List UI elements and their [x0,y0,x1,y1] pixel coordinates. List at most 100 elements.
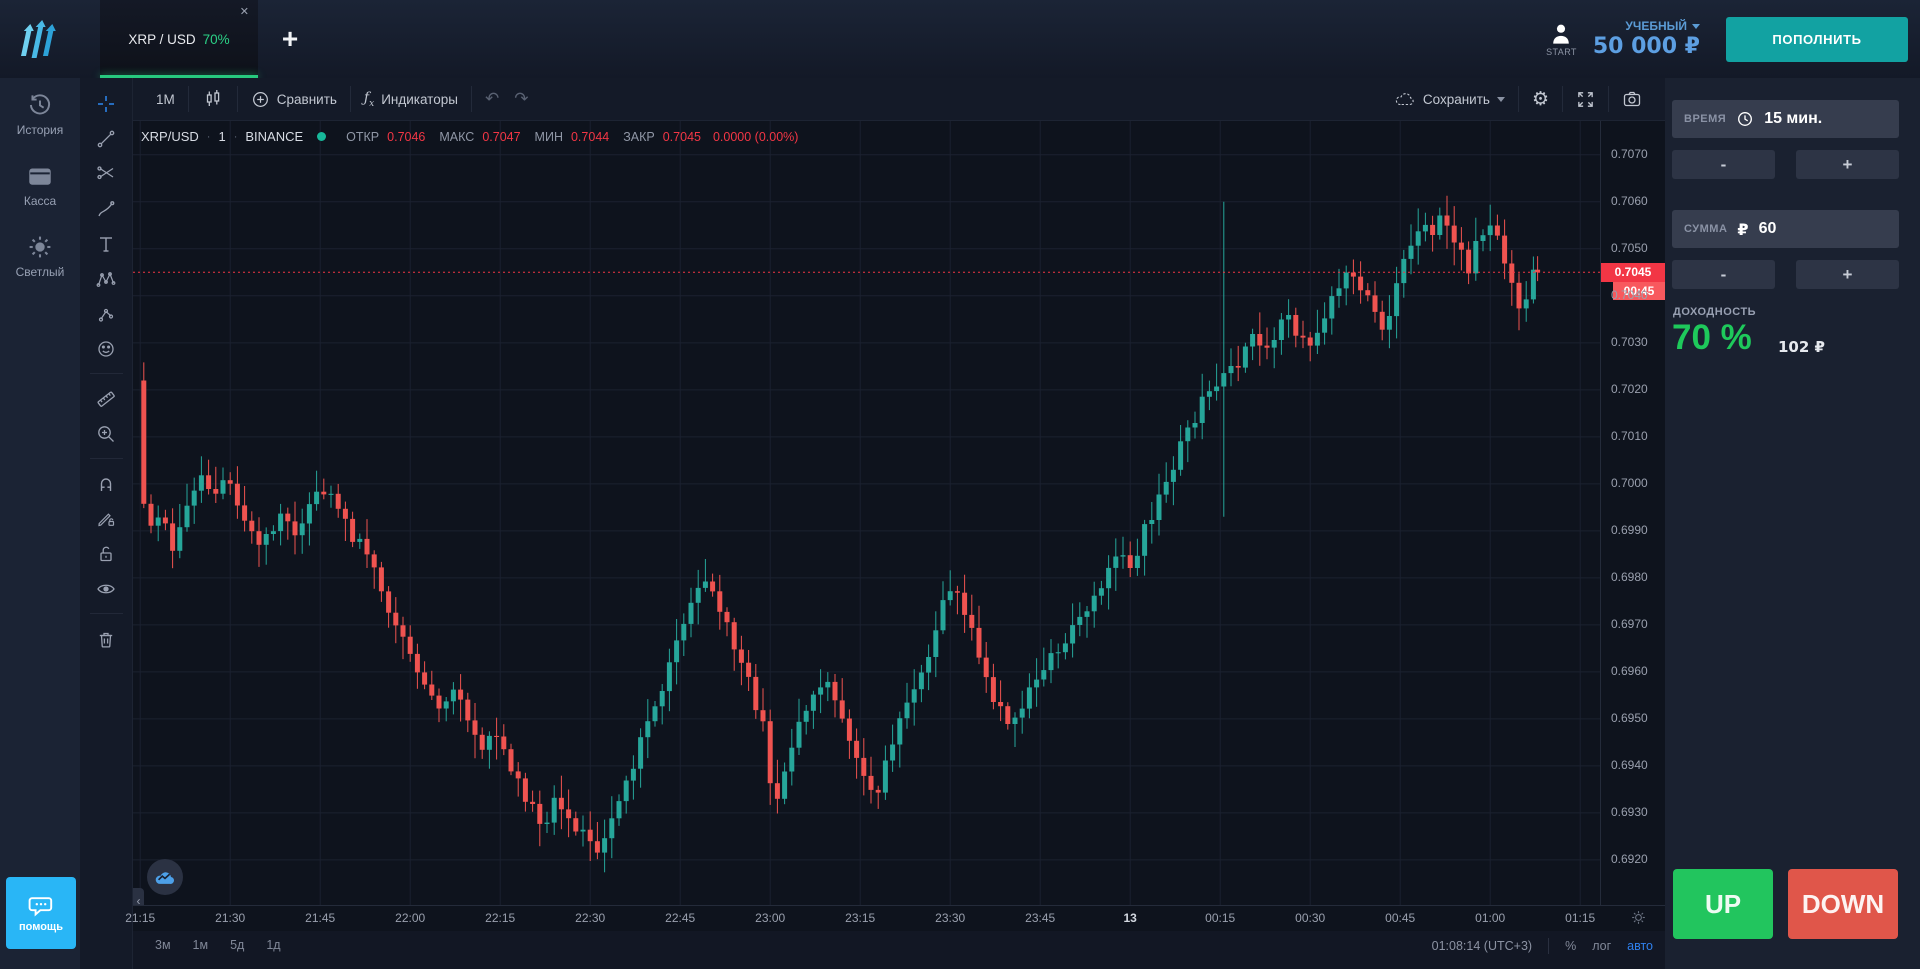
range-button-3m[interactable]: 3м [155,938,171,952]
tab-payout: 70% [202,31,230,47]
price-tick-label: 0.7030 [1611,334,1648,349]
screenshot-button[interactable] [1609,85,1655,113]
scale-log-button[interactable]: лог [1592,939,1612,953]
toolbar-divider [1608,86,1609,112]
range-button-5d[interactable]: 5д [230,938,245,952]
redo-button[interactable]: ↷ [514,89,529,109]
tool-xabcd-pattern[interactable] [88,261,124,296]
legend-high-value: 0.7047 [482,129,521,144]
price-tick-label: 0.7010 [1611,428,1648,443]
collapse-panel-handle[interactable]: ‹ [133,888,144,905]
tab-active-underline [100,75,258,78]
chart-type-button[interactable] [147,859,183,895]
time-tick-label: 23:45 [1025,911,1056,925]
interval-button[interactable]: 1М [156,91,175,107]
tool-zoom-in[interactable] [88,416,124,451]
tool-remove-drawings[interactable] [88,621,124,656]
toolbar-divider [1562,86,1563,112]
app-logo[interactable] [0,0,82,78]
range-button-1d[interactable]: 1д [266,938,281,952]
time-tick-label: 22:30 [575,911,606,925]
amount-minus-button[interactable]: - [1672,260,1775,289]
chart-area[interactable]: XRP/USD · 1 · BINANCE ОТКР 0.7046 МАКС 0… [133,121,1600,905]
tool-eye[interactable] [88,571,124,606]
time-field[interactable]: ВРЕМЯ 15 мин. [1672,100,1899,138]
axis-settings-icon[interactable] [1630,909,1647,926]
time-tick-label: 00:45 [1385,911,1416,925]
market-status-icon [317,132,327,141]
save-layout-button[interactable]: Сохранить [1381,85,1518,113]
indicators-button[interactable]: ƒx Индикаторы [351,85,471,113]
tool-unlock[interactable] [88,536,124,571]
time-tick-label: 00:15 [1205,911,1236,925]
time-tick-label: 21:15 [125,911,156,925]
account-type-label: УЧЕБНЫЙ [1625,19,1687,33]
cloud-chart-icon [155,871,175,884]
chevron-down-icon [1496,96,1505,102]
amount-plus-button[interactable]: + [1796,260,1899,289]
chevron-down-icon [1692,23,1700,29]
sidebar-item-cashier[interactable]: Касса [0,149,80,220]
sidebar-item-label: Светлый [15,265,65,279]
time-plus-button[interactable]: + [1796,150,1899,179]
scale-percent-button[interactable]: % [1565,939,1577,953]
down-button[interactable]: DOWN [1788,869,1898,939]
tool-fib-pattern[interactable] [88,156,124,191]
deposit-button[interactable]: ПОПОЛНИТЬ [1726,16,1908,62]
chart-style-button[interactable] [189,85,237,113]
toolbar-divider [89,613,123,614]
range-button-1m[interactable]: 1м [192,938,209,952]
legend-low-label: МИН [534,129,563,144]
help-button[interactable]: помощь [6,877,76,949]
chart-toolbar-right: Сохранить ⚙ [1381,85,1655,113]
time-tick-label: 23:30 [935,911,966,925]
time-tick-label: 22:45 [665,911,696,925]
new-tab-button[interactable]: + [281,23,299,54]
legend-close-value: 0.7045 [662,129,701,144]
asset-tab[interactable]: XRP / USD 70% ✕ [100,0,258,78]
tab-close-icon[interactable]: ✕ [239,6,249,18]
time-minus-button[interactable]: - [1672,150,1775,179]
candles-style-icon [206,90,220,106]
toolbar-divider [187,86,189,112]
tool-ruler[interactable] [88,381,124,416]
price-tick-label: 0.7060 [1611,193,1648,208]
amount-field[interactable]: СУММА ₽ 60 [1672,210,1899,248]
account-avatar[interactable]: START [1546,22,1577,57]
legend-open-label: ОТКР [346,129,380,144]
up-button[interactable]: UP [1673,869,1773,939]
tool-brush[interactable] [88,191,124,226]
scale-auto-button[interactable]: авто [1627,939,1653,953]
tool-crosshair[interactable] [88,86,124,121]
legend-separator: · [233,130,238,143]
app-sidebar: История Касса Светлый [0,78,80,969]
sidebar-item-label: Касса [23,194,57,208]
legend-close-label: ЗАКР [623,129,655,144]
compare-button[interactable]: Сравнить [238,85,350,113]
time-tick-label: 22:15 [485,911,516,925]
tool-emoji[interactable] [88,331,124,366]
sidebar-item-theme[interactable]: Светлый [0,220,80,291]
price-axis[interactable]: 0.7045 00:45 0.7070 0.7060 0.7050 0.7040 0.7… [1600,121,1665,905]
tool-text[interactable] [88,226,124,261]
compare-plus-icon [252,91,268,107]
fullscreen-button[interactable] [1563,85,1608,113]
price-tick-label: 0.6980 [1611,569,1648,584]
undo-button[interactable]: ↶ [484,89,500,109]
tool-trend-line[interactable] [88,121,124,156]
chart-settings-button[interactable]: ⚙ [1531,88,1549,110]
account-balance-menu[interactable]: УЧЕБНЫЙ 50 000 ₽ [1593,19,1700,59]
price-tick-label: 0.7020 [1611,381,1648,396]
save-label: Сохранить [1422,91,1490,107]
tool-forecast[interactable] [88,296,124,331]
payout-label: ДОХОДНОСТЬ [1673,306,1757,318]
drawing-toolbar [80,78,133,969]
tool-drawing-mode-lock[interactable] [88,501,124,536]
time-axis[interactable]: 21:15 21:30 21:45 22:00 22:15 22:30 22:45 23:00… [125,905,1665,931]
tool-magnet[interactable] [88,466,124,501]
toolbar-divider [89,458,123,459]
candlestick-plot[interactable] [133,121,1600,905]
legend-open-value: 0.7046 [387,129,426,144]
sidebar-item-history[interactable]: История [0,78,80,149]
indicators-label: Индикаторы [381,91,458,107]
